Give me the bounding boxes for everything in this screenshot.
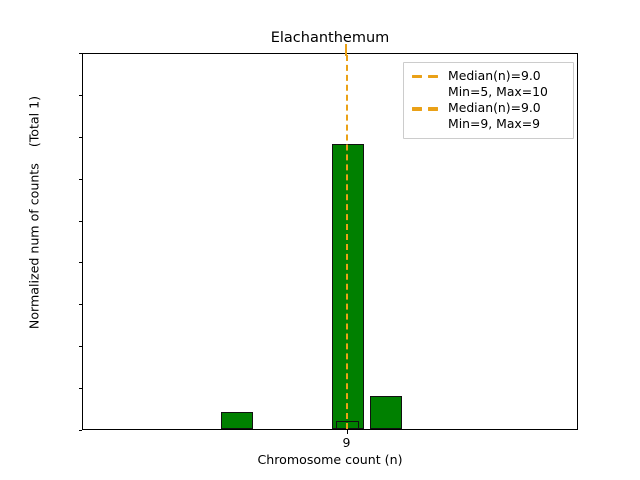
- y-axis-ticks: 051015202530354045: [0, 0, 83, 480]
- y-tick-mark: [78, 53, 83, 54]
- y-tick-mark: [78, 346, 83, 348]
- bar: [221, 412, 254, 429]
- bars-layer: [83, 54, 577, 429]
- median-line-stub: [345, 44, 348, 56]
- x-axis-label: Chromosome count (n): [257, 452, 403, 467]
- legend-dashed-line-icon: [412, 70, 442, 84]
- legend-label-line2: Min=9, Max=9: [448, 115, 541, 131]
- legend-label-line1: Median(n)=9.0: [448, 100, 541, 116]
- legend-label: Median(n)=9.0 Min=9, Max=9: [448, 100, 541, 131]
- bar: [370, 395, 403, 429]
- x-tick-mark: [346, 430, 348, 434]
- y-tick-mark: [78, 388, 83, 390]
- y-tick-mark: [78, 304, 83, 306]
- y-tick-mark: [78, 430, 83, 431]
- y-tick-mark: [78, 262, 83, 264]
- y-tick-mark: [78, 220, 83, 222]
- legend-dashed-line-icon: [412, 102, 442, 116]
- y-tick-mark: [78, 94, 83, 96]
- chart-legend: Median(n)=9.0 Min=5, Max=10 Median(n)=9.0 M…: [403, 62, 574, 140]
- legend-label-line2: Min=5, Max=10: [448, 83, 548, 99]
- y-tick-mark: [78, 178, 83, 180]
- x-tick-label: 9: [342, 435, 351, 450]
- y-tick-mark: [78, 136, 83, 138]
- y-axis-label: Normalized num of counts (Total 1): [26, 95, 42, 330]
- legend-label-line1: Median(n)=9.0: [448, 68, 541, 83]
- chart-title: Elachanthemum: [270, 30, 390, 46]
- legend-entry: Median(n)=9.0 Min=9, Max=9: [410, 100, 567, 131]
- legend-entry: Median(n)=9.0 Min=5, Max=10: [410, 68, 567, 99]
- median-line: [346, 54, 349, 429]
- legend-label: Median(n)=9.0 Min=5, Max=10: [448, 68, 548, 99]
- x-axis-ticks: 9: [0, 430, 640, 470]
